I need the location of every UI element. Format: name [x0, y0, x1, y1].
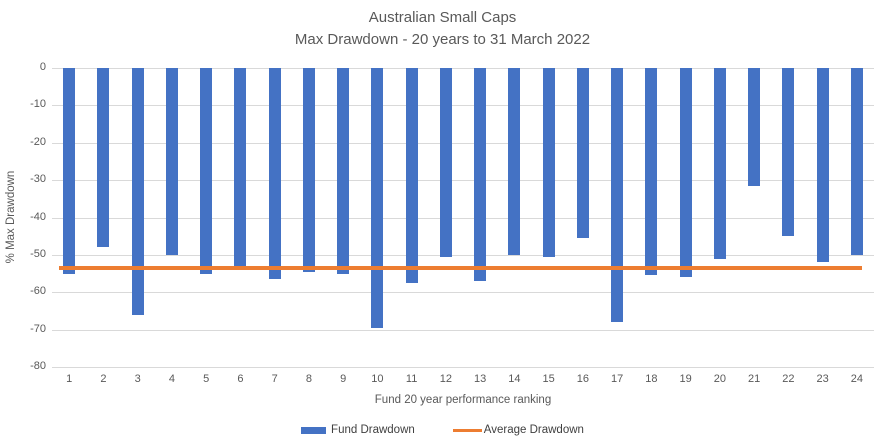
y-tick-label--30: -30 — [30, 173, 46, 186]
x-tick-label-20: 20 — [713, 373, 726, 385]
bar-rank-4 — [165, 68, 178, 255]
y-tick-label--20: -20 — [30, 135, 46, 148]
bar-rank-12 — [439, 68, 452, 257]
x-tick-label-24: 24 — [850, 373, 863, 385]
bar-rank-6 — [234, 68, 247, 270]
bar-rank-9 — [337, 68, 350, 274]
bar-rank-21 — [748, 68, 761, 186]
chart-title-line2: Max Drawdown - 20 years to 31 March 2022 — [294, 31, 591, 48]
x-tick-label-4: 4 — [168, 373, 175, 385]
x-axis-title: Fund 20 year performance ranking — [374, 394, 552, 406]
x-tick-label-1: 1 — [66, 373, 73, 385]
legend-item-average-drawdown: Average Drawdown — [452, 424, 584, 436]
chart-title: Australian Small Caps Max Drawdown - 20 … — [0, 7, 885, 51]
y-tick-label-0: 0 — [39, 61, 46, 73]
y-tick-label--40: -40 — [30, 210, 46, 223]
bar-rank-16 — [576, 68, 589, 239]
legend-item-fund-drawdown: Fund Drawdown — [301, 424, 415, 436]
gridline--30 — [52, 180, 874, 182]
x-tick-label-7: 7 — [271, 373, 278, 385]
bar-rank-3 — [131, 68, 144, 315]
y-tick-label--80: -80 — [30, 360, 46, 372]
bar-rank-2 — [97, 68, 110, 248]
legend-fund-drawdown-label: Fund Drawdown — [331, 424, 415, 436]
x-tick-label-11: 11 — [405, 373, 418, 385]
x-tick-label-8: 8 — [305, 373, 312, 385]
x-tick-label-3: 3 — [134, 373, 141, 385]
bar-rank-14 — [508, 68, 521, 255]
gridline-0 — [52, 68, 874, 69]
bar-rank-20 — [713, 68, 726, 259]
x-tick-label-10: 10 — [371, 373, 384, 385]
y-tick-label--10: -10 — [30, 98, 46, 111]
bar-rank-5 — [200, 68, 213, 274]
x-tick-label-5: 5 — [203, 373, 210, 385]
x-tick-label-22: 22 — [782, 373, 795, 385]
bar-rank-1 — [63, 68, 76, 274]
x-tick-label-18: 18 — [645, 373, 658, 385]
bar-rank-10 — [371, 68, 384, 328]
bar-rank-24 — [850, 68, 863, 255]
x-tick-label-12: 12 — [439, 373, 452, 385]
x-tick-label-23: 23 — [816, 373, 829, 385]
bar-rank-17 — [611, 68, 624, 323]
gridline--70 — [52, 329, 874, 331]
y-tick-label--50: -50 — [30, 247, 46, 260]
x-tick-label-19: 19 — [679, 373, 692, 385]
bar-rank-7 — [268, 68, 281, 280]
x-tick-label-9: 9 — [340, 373, 347, 385]
x-tick-label-6: 6 — [237, 373, 244, 385]
bar-rank-15 — [542, 68, 555, 257]
gridline--80 — [52, 367, 874, 368]
x-tick-label-14: 14 — [508, 373, 521, 385]
legend-average-drawdown-label: Average Drawdown — [483, 424, 584, 436]
chart-title-line1: Australian Small Caps — [368, 9, 517, 26]
gridline--50 — [52, 254, 874, 256]
x-tick-label-21: 21 — [748, 373, 761, 385]
chart-legend: Fund Drawdown Average Drawdown — [0, 424, 885, 436]
average-drawdown-swatch-icon — [452, 428, 482, 432]
x-tick-label-2: 2 — [100, 373, 107, 385]
bar-rank-13 — [474, 68, 487, 282]
fund-drawdown-swatch-icon — [301, 426, 327, 434]
y-tick-label--60: -60 — [30, 285, 46, 298]
bar-rank-8 — [302, 68, 315, 272]
y-tick-label--70: -70 — [30, 322, 46, 335]
gridline--10 — [52, 105, 874, 107]
gridline--60 — [52, 292, 874, 294]
gridline--40 — [52, 217, 874, 219]
average-drawdown-line — [59, 265, 862, 270]
bar-rank-18 — [645, 68, 658, 276]
x-tick-label-13: 13 — [474, 373, 487, 385]
x-tick-label-15: 15 — [542, 373, 555, 385]
bar-rank-11 — [405, 68, 418, 283]
bar-rank-19 — [679, 68, 692, 278]
bar-rank-22 — [782, 68, 795, 237]
gridline--20 — [52, 142, 874, 144]
x-tick-label-16: 16 — [576, 373, 589, 385]
x-tick-label-17: 17 — [611, 373, 624, 385]
bar-rank-23 — [816, 68, 829, 263]
